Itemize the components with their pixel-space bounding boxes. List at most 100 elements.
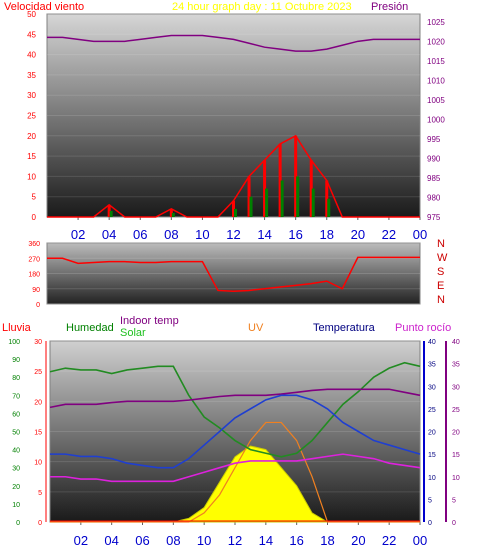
compass-label: E (437, 280, 444, 292)
compass-label: N (437, 294, 445, 306)
time-tick-label: 02 (71, 227, 85, 242)
rain-label: Lluvia (2, 322, 32, 334)
pressure-label: Presión (371, 1, 408, 13)
temperature-axis-tick: 15 (428, 452, 436, 459)
time-tick-label-bottom: 22 (382, 533, 396, 548)
wind-axis-tick: 20 (27, 132, 36, 141)
time-tick-label: 04 (102, 227, 116, 242)
direction-axis-tick: 360 (28, 241, 40, 248)
humidity-axis-tick: 40 (12, 448, 20, 455)
time-tick-label-bottom: 18 (320, 533, 334, 548)
wind-direction-line (47, 256, 420, 293)
direction-axis-tick: 90 (32, 287, 40, 294)
pressure-axis-tick: 985 (427, 174, 441, 183)
humidity-line (49, 361, 421, 458)
uv-line (50, 421, 420, 523)
compass-label: W (437, 252, 448, 264)
direction-panel-background (46, 242, 421, 305)
pressure-axis-tick: 1015 (427, 57, 445, 66)
solar-label: Solar (120, 327, 146, 339)
dew-axis-tick: 10 (452, 475, 460, 482)
temperature-label: Temperatura (313, 322, 376, 334)
pressure-axis-tick: 975 (427, 213, 441, 222)
time-tick-label-bottom: 06 (135, 533, 149, 548)
humidity-axis-tick: 10 (12, 502, 20, 509)
temperature-axis-tick: 5 (428, 497, 432, 504)
dew-axis-tick: 30 (452, 384, 460, 391)
rain-axis-tick: 5 (38, 490, 42, 497)
time-tick-label-bottom: 12 (228, 533, 242, 548)
time-tick-label-bottom: 16 (289, 533, 303, 548)
direction-axis-tick: 0 (36, 302, 40, 309)
rain-axis-tick: 20 (34, 399, 42, 406)
humidity-axis-tick: 90 (12, 357, 20, 364)
wind-axis-tick: 35 (27, 71, 36, 80)
time-tick-label: 08 (164, 227, 178, 242)
temperature-axis-tick: 35 (428, 362, 436, 369)
dew-axis-tick: 0 (452, 520, 456, 527)
temperature-axis-tick: 25 (428, 407, 436, 414)
pressure-axis-tick: 1025 (427, 18, 445, 27)
rain-axis-tick: 15 (34, 430, 42, 437)
wind-panel-background (46, 13, 421, 218)
temperature-axis-tick: 20 (428, 430, 436, 437)
time-tick-label: 18 (320, 227, 334, 242)
time-tick-label-bottom: 20 (351, 533, 365, 548)
temperature-axis-tick: 0 (428, 520, 432, 527)
time-tick-label: 20 (351, 227, 365, 242)
time-tick-label-bottom: 14 (259, 533, 273, 548)
dew-point-line (50, 453, 421, 483)
humidity-axis-tick: 50 (12, 430, 20, 437)
rain-axis-tick: 30 (34, 339, 42, 346)
direction-axis-tick: 180 (28, 272, 40, 279)
wind-speed-label: Velocidad viento (4, 1, 84, 13)
pressure-axis-tick: 990 (427, 154, 441, 163)
time-tick-label: 06 (133, 227, 147, 242)
temperature-axis-tick: 30 (428, 384, 436, 391)
wind-axis-tick: 0 (32, 213, 37, 222)
humidity-axis-tick: 80 (12, 375, 20, 382)
pressure-axis-tick: 980 (427, 193, 441, 202)
time-tick-label: 12 (226, 227, 240, 242)
temperature-axis-tick: 40 (428, 339, 436, 346)
pressure-line (47, 34, 420, 52)
time-tick-label-bottom: 08 (166, 533, 180, 548)
humidity-axis-tick: 60 (12, 411, 20, 418)
axis-ticks-layer: 0510152025303540455097598098599099510001… (8, 10, 460, 548)
indoor-temp-line (49, 388, 421, 409)
wind-axis-tick: 5 (32, 193, 37, 202)
wind-axis-tick: 10 (27, 172, 36, 181)
time-tick-label: 16 (288, 227, 302, 242)
series-layer (47, 34, 421, 523)
wind-axis-tick: 30 (27, 91, 36, 100)
dew-axis-tick: 20 (452, 430, 460, 437)
dew-point-label: Punto rocío (395, 322, 451, 334)
pressure-axis-tick: 1010 (427, 76, 445, 85)
wind-axis-tick: 45 (27, 30, 36, 39)
dew-axis-tick: 25 (452, 407, 460, 414)
humidity-axis-tick: 0 (16, 520, 20, 527)
time-tick-label: 22 (382, 227, 396, 242)
temperature-axis-tick: 10 (428, 475, 436, 482)
humidity-axis-tick: 20 (12, 484, 20, 491)
pressure-axis-tick: 1005 (427, 96, 445, 105)
dew-axis-tick: 5 (452, 497, 456, 504)
time-tick-label-bottom: 00 (413, 533, 427, 548)
wind-axis-tick: 15 (27, 152, 36, 161)
humidity-axis-tick: 100 (8, 339, 20, 346)
pressure-axis-tick: 1000 (427, 115, 445, 124)
wind-axis-tick: 50 (27, 10, 36, 19)
compass-label: N (437, 238, 445, 250)
time-tick-label-bottom: 02 (74, 533, 88, 548)
direction-axis-tick: 270 (28, 256, 40, 263)
humidity-axis-tick: 30 (12, 466, 20, 473)
time-tick-label-bottom: 04 (104, 533, 118, 548)
humidity-axis-tick: 70 (12, 393, 20, 400)
wind-axis-tick: 25 (27, 112, 36, 121)
dew-axis-tick: 40 (452, 339, 460, 346)
dew-axis-tick: 15 (452, 452, 460, 459)
temperature-line (50, 394, 421, 469)
rain-axis-tick: 10 (34, 460, 42, 467)
